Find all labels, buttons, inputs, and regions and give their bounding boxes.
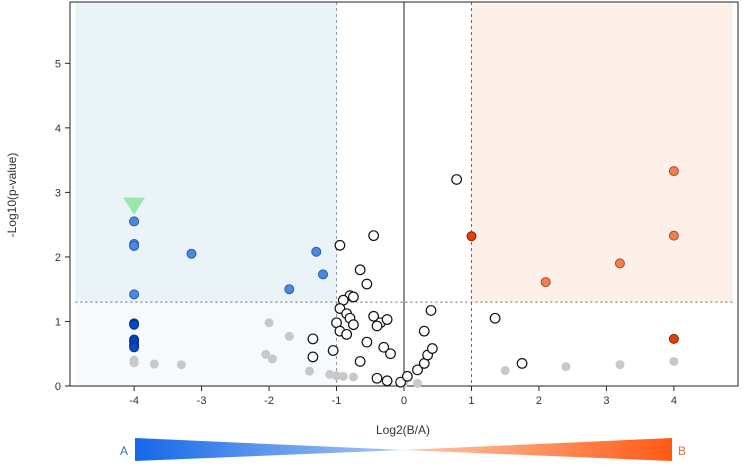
point-outline: [347, 291, 359, 303]
triangle-marker: [123, 197, 146, 215]
x-tick-label: -2: [264, 395, 274, 407]
point-down-dark: [129, 342, 140, 353]
point-outline: [327, 345, 339, 356]
region-down: [75, 2, 337, 303]
point-outline: [341, 328, 353, 340]
point-down-light: [318, 269, 329, 280]
point-outline: [412, 364, 423, 376]
point-outline: [401, 370, 413, 382]
axis-ticks: -4 -3 -2 -1 0 1 2 3 4 0 1 2 3 4 5: [55, 58, 677, 407]
point-up-light: [614, 258, 625, 269]
region-down-lower: [75, 302, 337, 386]
x-tick-label: 0: [401, 395, 407, 407]
point-outline: [489, 312, 501, 324]
point-not-significant: [669, 356, 679, 366]
point-outline: [451, 174, 463, 185]
point-down-light: [129, 216, 140, 227]
point-down-light: [129, 240, 140, 251]
point-up-light: [668, 230, 679, 241]
point-outline: [371, 372, 383, 384]
point-outline: [381, 314, 393, 325]
point-outline: [368, 230, 380, 242]
point-down-light: [186, 248, 197, 259]
point-not-significant: [264, 318, 274, 328]
x-tick-label: -1: [332, 395, 342, 407]
gradient-label-b: B: [678, 444, 686, 458]
x-axis-label: Log2(B/A): [376, 423, 430, 437]
y-tick-label: 2: [55, 252, 61, 264]
point-down-dark: [129, 319, 140, 330]
gradient-wedge-a: [135, 438, 403, 461]
point-outline: [361, 278, 373, 290]
point-not-significant: [561, 362, 571, 372]
point-up-dark: [466, 231, 477, 242]
x-tick-label: 2: [536, 395, 542, 407]
point-outline: [425, 305, 437, 316]
gradient-label-a: A: [120, 444, 128, 458]
point-not-significant: [149, 359, 159, 369]
point-not-significant: [176, 360, 186, 370]
point-outline: [347, 319, 359, 331]
point-not-significant: [261, 349, 271, 359]
point-outline: [361, 336, 373, 348]
y-tick-label: 5: [55, 58, 61, 70]
fold-change-gradient: A B: [120, 438, 686, 461]
point-outline: [418, 325, 430, 337]
x-tick-label: -4: [129, 395, 139, 407]
point-up-light: [668, 166, 679, 177]
point-outline: [354, 356, 366, 367]
gradient-wedge-b: [403, 438, 672, 461]
point-not-significant: [305, 366, 315, 376]
point-not-significant: [348, 372, 358, 382]
point-up-dark: [668, 333, 679, 344]
point-not-significant: [267, 354, 277, 364]
point-outline: [378, 341, 390, 353]
point-outline: [516, 358, 528, 369]
point-down-light: [311, 246, 322, 257]
point-not-significant: [284, 331, 294, 341]
region-up: [471, 2, 733, 303]
point-outline: [395, 376, 407, 388]
point-not-significant: [338, 371, 348, 381]
point-outline: [385, 348, 396, 360]
x-tick-label: 3: [603, 395, 609, 407]
point-not-significant: [500, 366, 510, 376]
point-outline: [426, 343, 438, 354]
point-not-significant: [412, 378, 422, 388]
point-down-light: [284, 284, 295, 295]
point-outline: [307, 333, 319, 345]
threshold-regions: [75, 2, 733, 386]
point-outline: [368, 310, 380, 322]
point-up-light: [540, 277, 551, 288]
x-tick-label: 1: [468, 395, 474, 407]
data-points: [123, 166, 679, 388]
y-tick-label: 0: [55, 381, 61, 393]
y-tick-label: 3: [55, 187, 61, 199]
point-outline: [371, 320, 383, 332]
y-axis-label: -Log10(p-value): [5, 153, 19, 238]
point-outline: [354, 264, 366, 276]
point-not-significant: [129, 358, 139, 368]
point-outline: [307, 351, 319, 363]
point-down-light: [129, 289, 140, 300]
y-tick-label: 1: [55, 316, 61, 328]
x-tick-label: -3: [197, 395, 207, 407]
point-not-significant: [332, 371, 342, 381]
point-not-significant: [615, 360, 625, 370]
y-tick-label: 4: [55, 123, 61, 135]
point-outline: [381, 375, 393, 387]
point-not-significant: [325, 369, 335, 379]
x-tick-label: 4: [671, 395, 677, 407]
point-outline: [334, 239, 346, 251]
